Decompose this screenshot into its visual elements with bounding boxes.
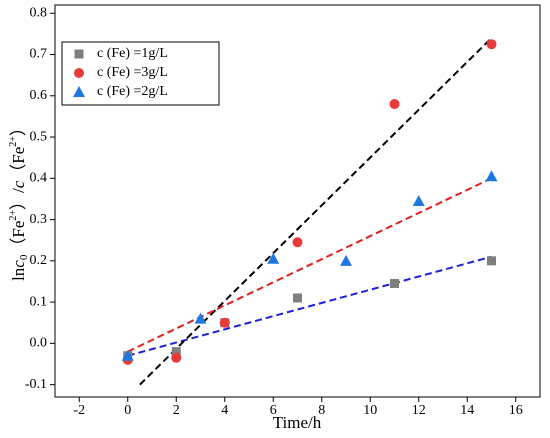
y-tick-label: 0.4 [30,171,48,186]
fit-line [139,37,493,386]
marker-triangle [267,252,280,264]
marker-triangle [73,86,85,97]
x-tick-label: -2 [73,403,85,418]
marker-circle [219,317,230,328]
marker-triangle [485,170,498,182]
y-tick-label: 0.3 [30,212,48,227]
marker-circle [171,352,182,363]
x-tick-label: 2 [173,403,180,418]
marker-triangle [412,195,425,206]
x-tick-label: 14 [460,403,474,418]
y-tick-label: 0.7 [30,47,48,62]
x-tick-label: 4 [221,403,228,418]
x-tick-label: 0 [124,403,131,418]
marker-square [293,293,302,303]
legend-label: c (Fe) =3g/L [97,65,168,80]
x-tick-label: 10 [363,403,377,418]
y-tick-label: 0.0 [30,336,48,351]
fit-line [127,177,492,353]
y-tick-label: 0.1 [30,294,48,309]
y-tick-label: -0.1 [25,377,47,392]
marker-square [74,49,84,59]
x-tick-label: 16 [509,403,523,418]
y-axis-label: lnc0（Fe2+）/c（Fe2+） [8,119,29,281]
plot-frame [54,4,541,398]
marker-circle [292,237,303,248]
marker-triangle [340,254,352,266]
marker-circle [389,99,400,110]
legend-box [61,41,220,106]
y-tick-label: 0.6 [30,88,48,103]
marker-square [390,279,399,289]
legend-label: c (Fe) =2g/L [97,84,168,99]
fit-line [127,255,492,357]
y-tick-label: 0.8 [30,5,48,20]
marker-triangle [121,349,134,361]
x-tick-label: 6 [270,403,277,418]
marker-square [171,347,181,357]
x-tick-label: 8 [318,403,325,418]
legend-label: c (Fe) =1g/L [97,46,168,61]
y-tick-label: 0.5 [30,129,48,144]
marker-circle [74,68,84,78]
x-tick-label: 12 [412,403,426,418]
marker-square [487,256,496,266]
y-tick-label: 0.2 [30,253,48,268]
x-axis-label: Time/h [273,413,322,432]
marker-triangle [194,312,207,324]
marker-circle [486,39,497,50]
